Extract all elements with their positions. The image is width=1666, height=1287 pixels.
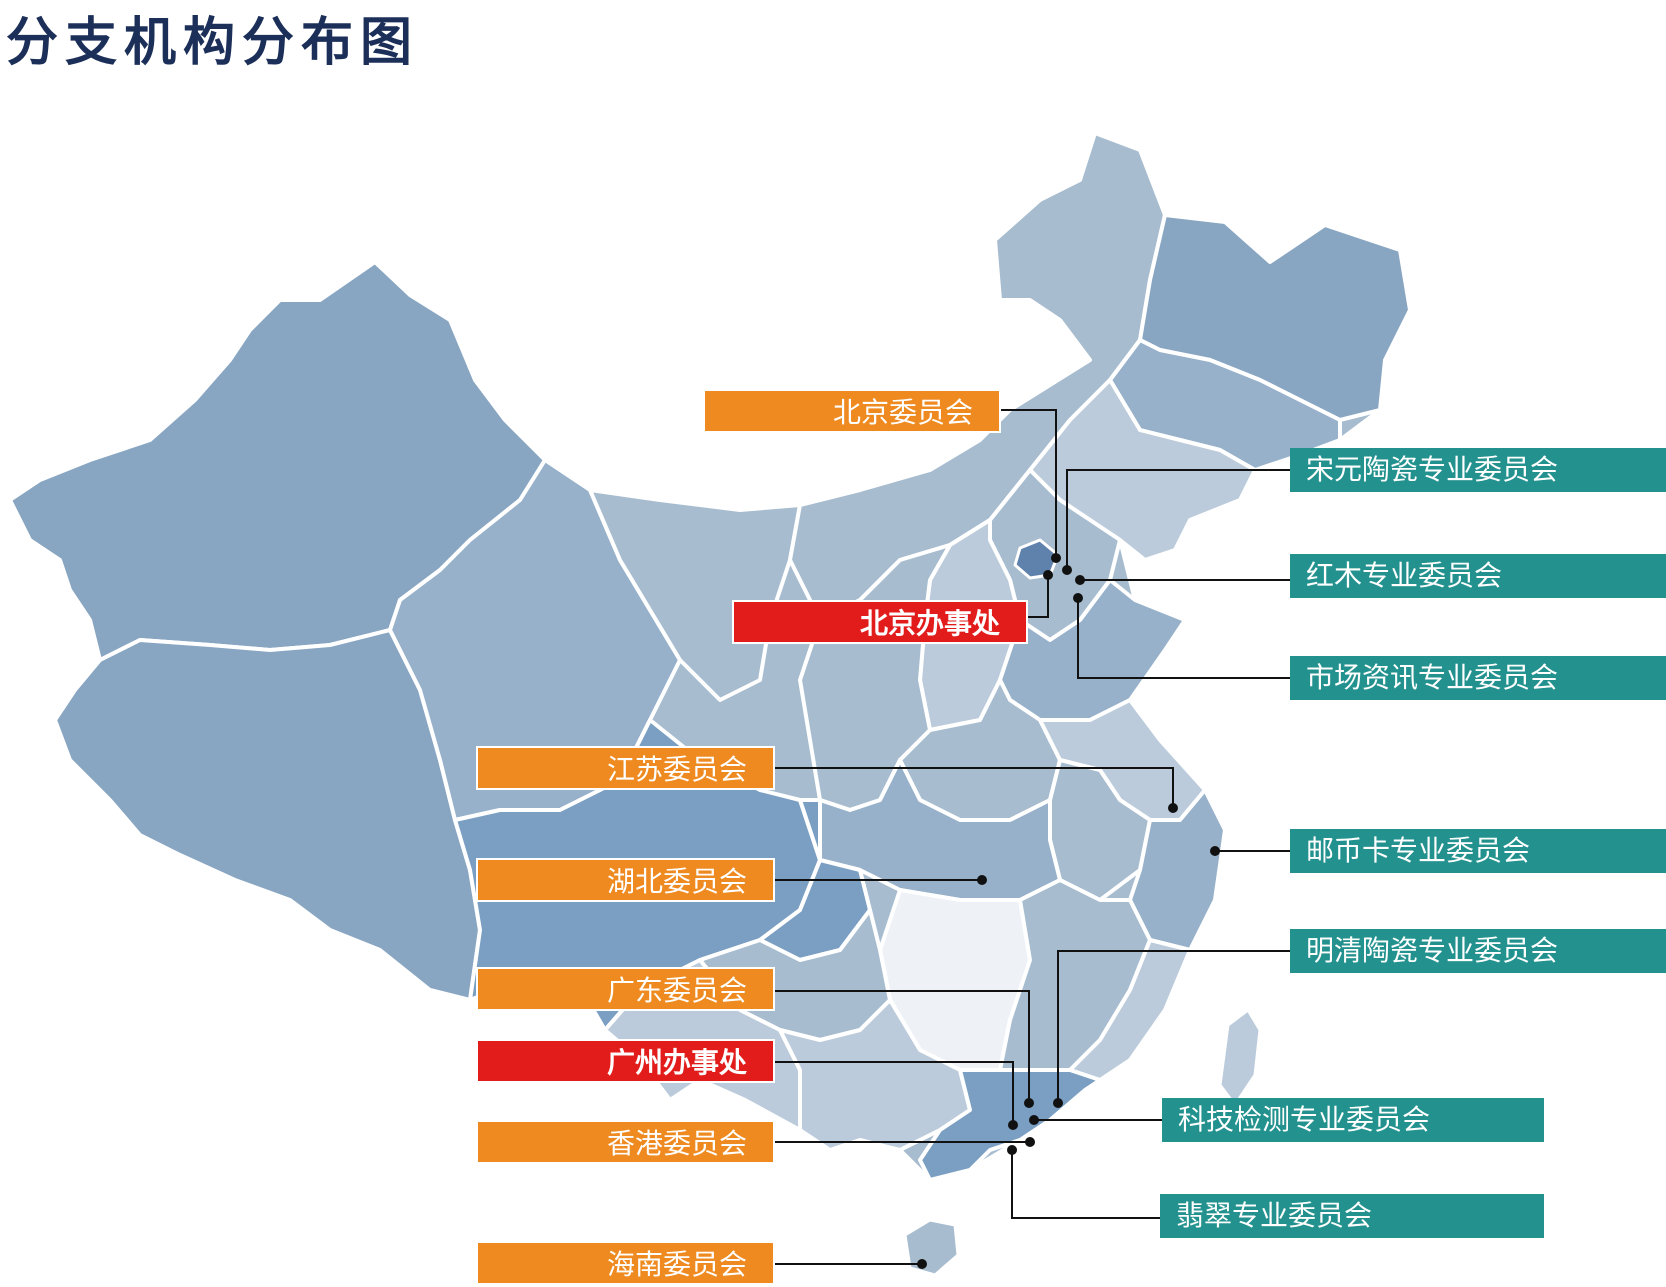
dot-jiangsu xyxy=(1168,803,1178,813)
label-hongkong-committee: 香港委员会 xyxy=(476,1120,775,1164)
region-taiwan xyxy=(1218,1007,1262,1108)
label-hubei-committee: 湖北委员会 xyxy=(476,858,775,902)
line-songyuan xyxy=(1066,469,1290,568)
page-title: 分支机构分布图 xyxy=(6,13,420,73)
dot-beijing-3 xyxy=(1043,570,1053,580)
leader-lines xyxy=(775,409,1290,1265)
line-jadeite xyxy=(1011,1150,1160,1219)
dot-shenzhen xyxy=(1029,1115,1039,1125)
dot-beijing-2 xyxy=(1062,565,1072,575)
region-zhejiang xyxy=(1128,788,1227,952)
region-tibet xyxy=(53,628,482,1002)
dot-hainan xyxy=(917,1259,927,1269)
line-jiangsu xyxy=(775,767,1174,808)
label-hainan-committee: 海南委员会 xyxy=(476,1241,775,1285)
label-mingqing-porcelain: 明清陶瓷专业委员会 xyxy=(1290,929,1666,973)
region-gansu-ningxia xyxy=(588,488,802,702)
dot-beijing-4 xyxy=(1075,575,1085,585)
label-tech-testing: 科技检测专业委员会 xyxy=(1162,1098,1544,1142)
dot-guangdong-2 xyxy=(1053,1098,1063,1108)
label-songyuan-porcelain: 宋元陶瓷专业委员会 xyxy=(1290,448,1666,492)
region-hainan xyxy=(903,1218,960,1277)
dot-beijing-5 xyxy=(1073,593,1083,603)
label-guangdong-committee: 广东委员会 xyxy=(476,967,775,1011)
dot-shanghai xyxy=(1210,846,1220,856)
dot-hubei xyxy=(977,875,987,885)
label-stamps-coins-cards: 邮币卡专业委员会 xyxy=(1290,829,1666,873)
dot-beijing-1 xyxy=(1051,553,1061,563)
dot-dongguan xyxy=(1007,1145,1017,1155)
location-dots xyxy=(917,553,1220,1269)
line-beijing-committee xyxy=(1001,409,1057,555)
line-market-info xyxy=(1077,598,1290,679)
label-guangzhou-office: 广州办事处 xyxy=(476,1039,775,1083)
line-guangzhou xyxy=(775,1061,1014,1125)
label-beijing-committee: 北京委员会 xyxy=(703,389,1001,433)
line-guangdong xyxy=(775,990,1030,1103)
label-jadeite: 翡翠专业委员会 xyxy=(1160,1194,1544,1238)
label-market-info: 市场资讯专业委员会 xyxy=(1290,656,1666,700)
label-mahogany: 红木专业委员会 xyxy=(1290,554,1666,598)
label-jiangsu-committee: 江苏委员会 xyxy=(476,746,775,790)
dot-guangdong-1 xyxy=(1024,1098,1034,1108)
dot-hongkong xyxy=(1025,1137,1035,1147)
line-mingqing xyxy=(1057,950,1290,1103)
dot-guangzhou xyxy=(1008,1120,1018,1130)
line-beijing-office xyxy=(1028,577,1049,618)
label-beijing-office: 北京办事处 xyxy=(732,600,1028,644)
